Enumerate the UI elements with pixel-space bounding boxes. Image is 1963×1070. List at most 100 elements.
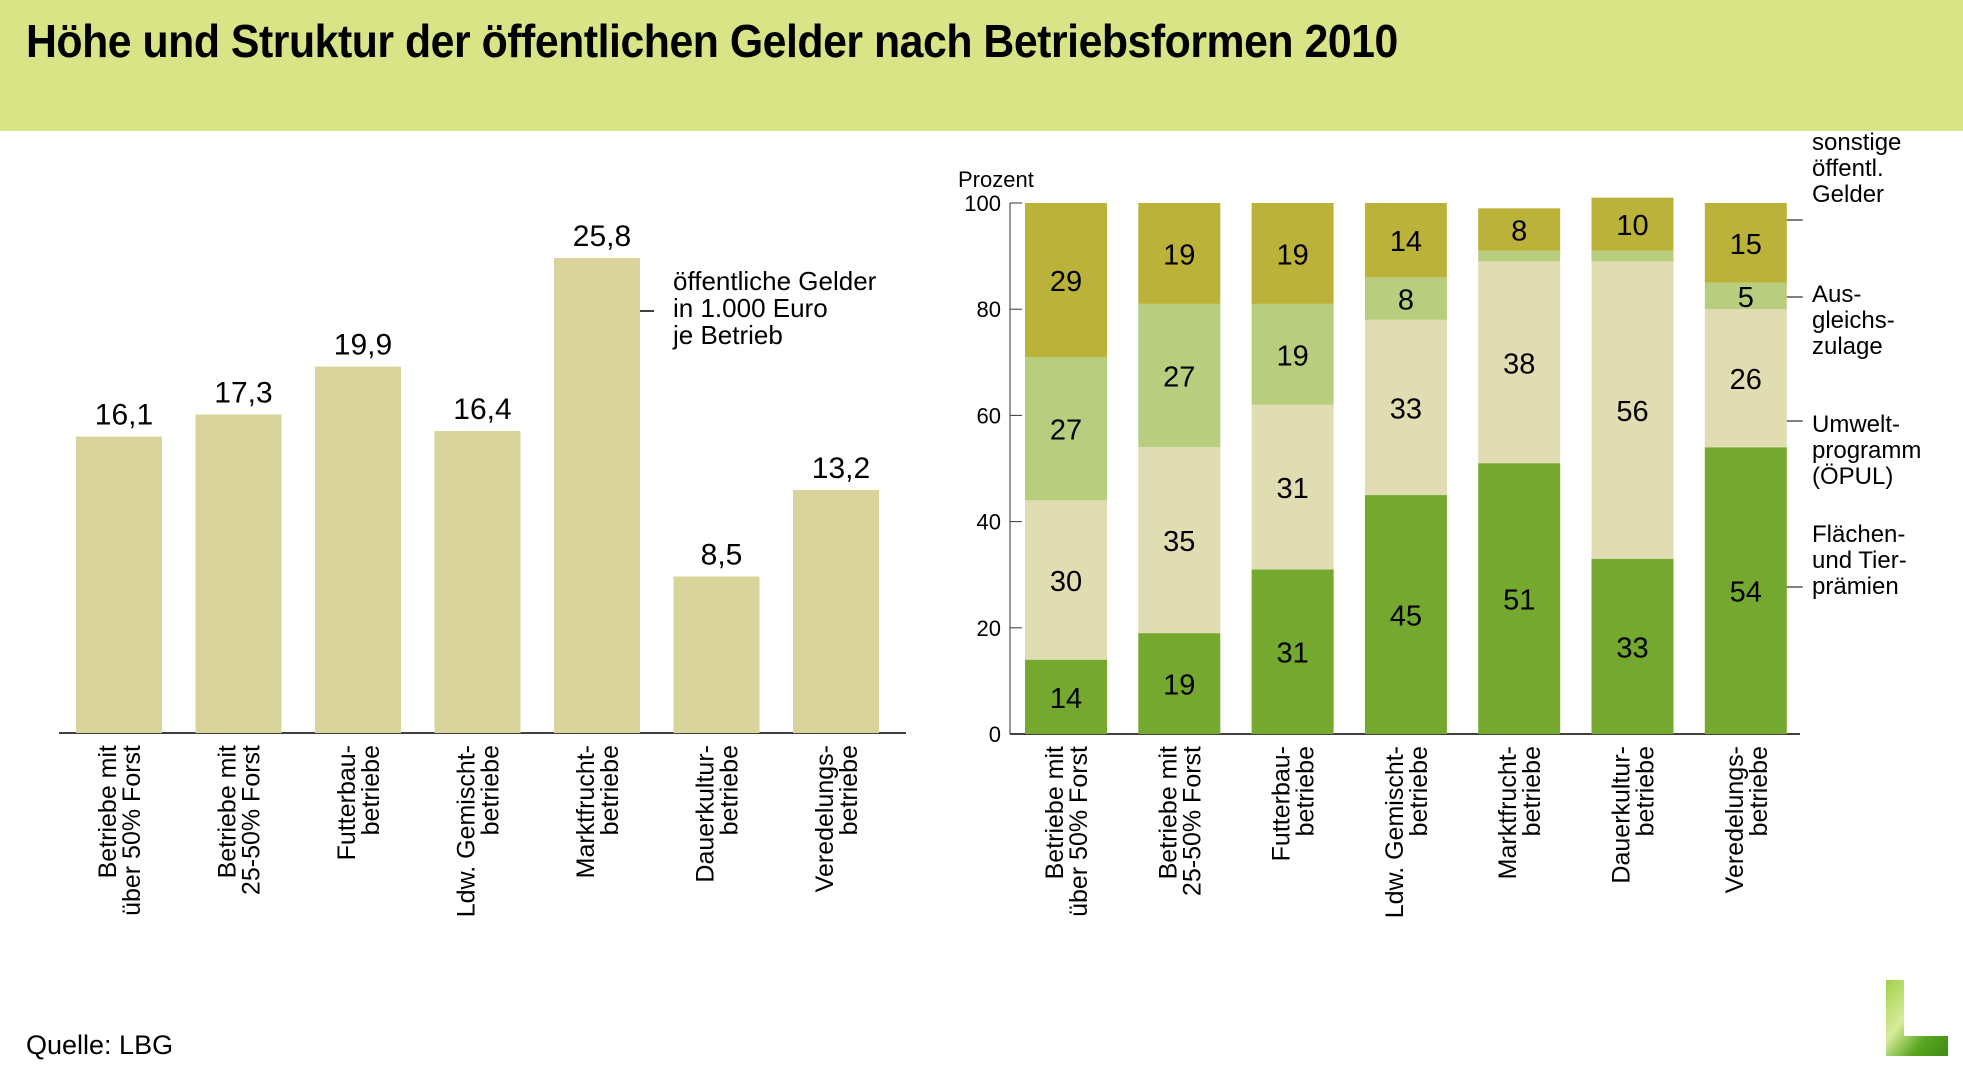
stack-segment-oepul — [1364, 319, 1447, 496]
stack-segment-sonstige — [1251, 203, 1334, 304]
segment-value-label: 54 — [1730, 577, 1762, 609]
segment-value-label: 56 — [1616, 396, 1648, 428]
right-category-label-line: Marktfrucht- — [1494, 746, 1522, 879]
right-category-label: Dauerkultur-betriebe — [1608, 746, 1660, 884]
right-category-label-line: 25-50% Forst — [1178, 746, 1206, 896]
bar — [315, 366, 401, 733]
right-category-label-line: betriebe — [1292, 746, 1320, 836]
annotation-text: öffentliche Gelder — [673, 266, 877, 296]
segment-value-label: 27 — [1163, 362, 1195, 394]
stack-segment-ausgleichszulage — [1251, 303, 1334, 405]
bar — [76, 436, 162, 733]
legend-label-line: (ÖPUL) — [1812, 463, 1893, 490]
left-category-label-line: Marktfrucht- — [572, 745, 600, 878]
segment-value-label: 19 — [1163, 239, 1195, 271]
segment-value-label: 27 — [1050, 415, 1082, 447]
stack-segment-flaechen_tier — [1251, 569, 1334, 734]
bar-value-label: 13,2 — [812, 452, 870, 485]
bar-value-label: 16,1 — [95, 399, 153, 432]
stack-segment-ausgleichszulage — [1138, 303, 1221, 448]
bar-value-label: 16,4 — [453, 393, 511, 426]
stack-segment-ausgleichszulage — [1591, 250, 1674, 262]
stack-segment-ausgleichszulage — [1364, 277, 1447, 320]
segment-value-label: 35 — [1163, 526, 1195, 558]
stack-segment-sonstige — [1025, 203, 1107, 357]
stack-segment-ausgleichszulage — [1704, 282, 1787, 310]
segment-value-label: 15 — [1730, 229, 1762, 261]
legend-label-line: Aus- — [1812, 281, 1861, 308]
y-axis-title: Prozent — [958, 167, 1034, 192]
legend-label-line: zulage — [1812, 333, 1883, 360]
stack-segment-ausgleichszulage — [1478, 250, 1561, 262]
right-category-label-line: Dauerkultur- — [1608, 746, 1636, 884]
stack-segment-flaechen_tier — [1025, 659, 1107, 734]
stack-segment-ausgleichszulage — [1025, 356, 1107, 501]
right-category-label-line: Betriebe mit — [1154, 746, 1182, 879]
left-category-label-line: 25-50% Forst — [238, 745, 266, 895]
segment-value-label: 8 — [1511, 216, 1527, 248]
legend-label-line: programm — [1812, 437, 1921, 464]
left-category-label: Futterbau-betriebe — [333, 745, 385, 860]
stack-segment-flaechen_tier — [1591, 558, 1674, 734]
left-category-label: Ldw. Gemischt-betriebe — [453, 745, 505, 917]
right-category-label-line: betriebe — [1745, 746, 1773, 836]
bar — [793, 489, 879, 733]
left-category-label-line: Betriebe mit — [94, 745, 122, 878]
left-category-label-line: Ldw. Gemischt- — [453, 745, 481, 917]
right-category-label-line: betriebe — [1405, 746, 1433, 836]
segment-value-label: 51 — [1503, 585, 1535, 617]
stack-segment-oepul — [1138, 447, 1221, 634]
right-category-label: Futterbau-betriebe — [1268, 746, 1320, 861]
legend-label-line: und Tier- — [1812, 547, 1907, 574]
legend-label-line: Gelder — [1812, 181, 1884, 208]
annotation-text: je Betrieb — [672, 320, 783, 350]
y-tick-label: 80 — [977, 297, 1001, 322]
right-category-label-line: Ldw. Gemischt- — [1381, 746, 1409, 918]
y-tick-label: 40 — [977, 510, 1001, 535]
legend-label-line: öffentl. — [1812, 155, 1884, 182]
y-tick-label: 20 — [977, 616, 1001, 641]
segment-value-label: 14 — [1050, 683, 1082, 715]
bar-value-label: 17,3 — [214, 376, 272, 409]
right-category-label-line: betriebe — [1632, 746, 1660, 836]
segment-value-label: 19 — [1276, 340, 1308, 372]
y-tick-label: 60 — [977, 403, 1001, 428]
right-category-label: Ldw. Gemischt-betriebe — [1381, 746, 1433, 918]
legend-label-line: prämien — [1812, 573, 1899, 600]
left-category-label: Veredelungs-betriebe — [811, 745, 863, 892]
stack-segment-flaechen_tier — [1138, 633, 1221, 734]
legend-label-line: sonstige — [1812, 129, 1901, 156]
bar — [434, 431, 521, 733]
bar-value-label: 25,8 — [573, 220, 631, 253]
segment-value-label: 14 — [1390, 226, 1422, 258]
stack-segment-flaechen_tier — [1704, 447, 1787, 734]
segment-value-label: 30 — [1050, 566, 1082, 598]
left-category-label-line: betriebe — [716, 745, 744, 835]
stack-segment-oepul — [1478, 261, 1561, 464]
legend-label-line: gleichs- — [1812, 307, 1895, 334]
left-category-label-line: betriebe — [835, 745, 863, 835]
stack-segment-sonstige — [1138, 203, 1221, 304]
right-category-label-line: Futterbau- — [1268, 746, 1296, 861]
segment-value-label: 45 — [1390, 601, 1422, 633]
left-category-label-line: Futterbau- — [333, 745, 361, 860]
stack-segment-flaechen_tier — [1364, 495, 1447, 734]
legend-label-line: Umwelt- — [1812, 411, 1900, 438]
stack-segment-sonstige — [1478, 208, 1561, 251]
stack-segment-oepul — [1251, 404, 1334, 570]
bar — [554, 258, 640, 733]
bar-value-label: 8,5 — [701, 539, 743, 572]
segment-value-label: 33 — [1390, 393, 1422, 425]
stack-segment-oepul — [1704, 309, 1787, 448]
left-category-label-line: Betriebe mit — [214, 745, 242, 878]
left-category-label: Marktfrucht-betriebe — [572, 745, 624, 878]
left-category-label-line: betriebe — [596, 745, 624, 835]
right-category-label: Marktfrucht-betriebe — [1494, 746, 1546, 879]
bar — [195, 414, 282, 733]
left-category-label-line: betriebe — [477, 745, 505, 835]
left-category-label-line: Veredelungs- — [811, 745, 839, 892]
